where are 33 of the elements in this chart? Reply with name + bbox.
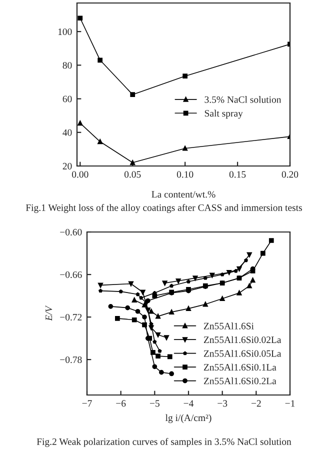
- x-tick-label: −4: [184, 400, 194, 407]
- legend-label: Zn55Al1.6Si0.05La: [204, 350, 282, 357]
- y-tick-label: −0.66: [60, 271, 82, 278]
- legend-label: Zn55Al1.6Si0.1La: [204, 364, 276, 371]
- legend-label: Salt spray: [204, 110, 243, 119]
- y-tick-label: −0.60: [60, 228, 82, 236]
- x-tick-label: 0.05: [124, 171, 141, 178]
- x-tick-label: −2: [251, 400, 261, 407]
- caption: Fig.2 Weak polarization curves of samples in 3.5% NaCl solution: [36, 438, 292, 447]
- x-tick-label: 0.00: [72, 171, 88, 178]
- x-tick-label: −3: [218, 400, 228, 407]
- x-tick-label: −7: [82, 400, 92, 407]
- x-tick-label: −5: [150, 400, 160, 407]
- y-axis-title: E/V: [46, 305, 52, 321]
- legend-label: Zn55Al1.6Si0.02La: [204, 336, 282, 344]
- x-tick-label: 0.15: [229, 171, 246, 178]
- caption: Fig.1 Weight loss of the alloy coatings after CASS and immersion tests: [26, 204, 302, 213]
- y-tick-label: 80: [62, 62, 72, 69]
- x-axis-title: lg i/(A/cm²): [166, 414, 212, 424]
- y-tick-label: 100: [58, 28, 72, 36]
- x-tick-label: 0.10: [176, 171, 194, 178]
- y-tick-label: −0.72: [60, 314, 82, 321]
- legend-label: Zn55Al1.6Si0.2La: [204, 377, 276, 384]
- y-tick-label: 20: [62, 162, 72, 170]
- y-tick-label: −0.78: [60, 356, 82, 364]
- y-tick-label: 60: [62, 96, 72, 102]
- x-axis-title: La content/wt.%: [152, 191, 216, 198]
- x-tick-label: 0.20: [282, 171, 298, 178]
- legend-label: Zn55Al1.6Si: [204, 322, 254, 330]
- legend-label: 3.5% NaCl solution: [204, 96, 282, 103]
- x-tick-label: −1: [285, 400, 295, 407]
- x-tick-label: −6: [116, 400, 126, 407]
- y-tick-label: 40: [62, 129, 72, 136]
